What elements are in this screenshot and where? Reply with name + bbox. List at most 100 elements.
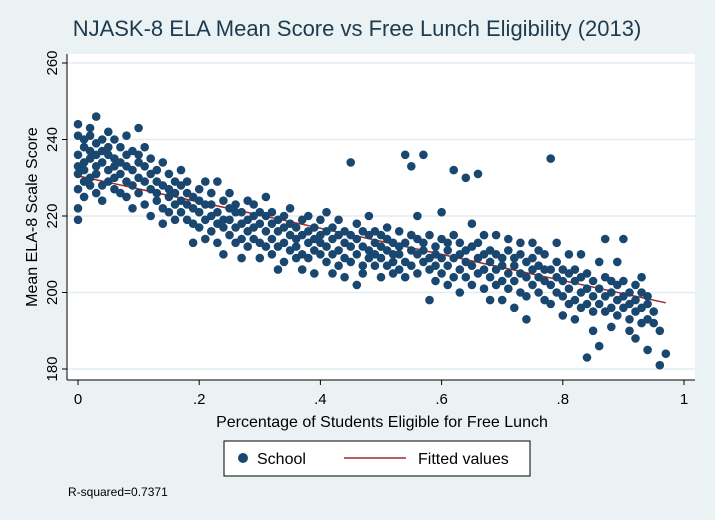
data-point-141 (261, 242, 271, 251)
data-point-194 (340, 272, 349, 282)
data-point-317 (528, 253, 537, 263)
data-point-274 (461, 272, 471, 282)
data-point-246 (419, 238, 428, 248)
data-point-32 (104, 127, 113, 137)
data-point-172 (310, 246, 319, 255)
data-point-259 (443, 246, 453, 255)
data-point-138 (255, 253, 265, 263)
data-point-320 (534, 288, 543, 297)
data-point-173 (310, 223, 319, 232)
data-point-234 (400, 272, 410, 282)
data-point-310 (516, 238, 525, 248)
data-point-139 (261, 227, 271, 236)
data-point-186 (328, 223, 337, 232)
data-point-54 (134, 158, 143, 167)
data-point-202 (352, 219, 362, 228)
data-point-215 (376, 253, 386, 263)
data-point-130 (243, 242, 252, 251)
y-tick-labels: 180 200 220 240 260 (44, 50, 67, 382)
data-point-105 (207, 227, 216, 236)
data-point-99 (201, 177, 210, 186)
data-point-278 (467, 219, 477, 228)
data-point-10 (79, 192, 89, 202)
data-point-179 (322, 242, 331, 251)
data-point-117 (225, 188, 234, 198)
x-tick-label-2: .4 (314, 391, 327, 408)
data-point-242 (413, 211, 422, 221)
data-point-256 (437, 253, 446, 263)
data-point-336 (558, 292, 568, 301)
data-point-313 (522, 292, 531, 301)
data-point-261 (443, 238, 453, 248)
data-point-152 (279, 238, 289, 248)
data-point-64 (146, 184, 155, 194)
data-point-258 (437, 207, 446, 217)
data-point-18 (85, 181, 95, 190)
data-point-150 (273, 265, 283, 274)
data-point-356 (588, 276, 598, 286)
data-point-298 (497, 295, 507, 305)
data-point-252 (431, 261, 440, 271)
data-point-81 (170, 188, 180, 198)
data-point-123 (237, 219, 246, 228)
y-tick-label-2: 220 (44, 203, 61, 228)
data-point-195 (346, 158, 356, 167)
data-point-103 (207, 188, 216, 198)
data-point-357 (588, 307, 598, 316)
legend-label-fitted: Fitted values (418, 451, 509, 468)
data-point-96 (194, 207, 204, 217)
data-point-170 (304, 253, 313, 263)
data-point-383 (631, 295, 640, 305)
data-point-279 (473, 169, 483, 179)
data-point-229 (394, 265, 404, 274)
data-point-291 (491, 265, 501, 274)
data-point-201 (352, 234, 362, 244)
data-point-368 (607, 303, 616, 313)
data-point-293 (491, 280, 501, 290)
x-tick-label-0: 0 (74, 391, 82, 408)
data-point-328 (546, 280, 555, 290)
data-point-185 (328, 269, 337, 278)
data-point-334 (552, 238, 561, 248)
x-tick-label-3: .6 (435, 391, 448, 408)
data-point-83 (176, 165, 186, 175)
data-point-97 (194, 223, 204, 232)
data-point-265 (449, 230, 459, 240)
data-point-109 (213, 207, 222, 217)
data-point-247 (425, 295, 434, 305)
data-point-30 (97, 196, 107, 205)
data-point-162 (291, 242, 301, 251)
data-point-342 (564, 250, 574, 259)
data-point-394 (643, 292, 652, 301)
data-point-238 (407, 230, 416, 240)
data-point-381 (625, 288, 634, 297)
data-point-197 (346, 257, 356, 267)
data-point-327 (546, 154, 555, 163)
data-point-126 (237, 253, 246, 263)
data-point-57 (134, 188, 143, 198)
data-point-240 (413, 269, 422, 278)
data-point-40 (110, 135, 119, 144)
data-point-42 (116, 169, 125, 179)
data-point-16 (85, 173, 95, 183)
data-point-318 (528, 238, 537, 248)
data-point-226 (388, 257, 398, 267)
data-point-70 (152, 196, 162, 205)
data-point-53 (128, 204, 137, 213)
data-point-346 (570, 315, 580, 324)
data-point-14 (85, 123, 95, 133)
x-tick-labels: 0 .2 .4 .6 .8 1 (74, 380, 688, 408)
data-point-366 (600, 234, 610, 244)
data-point-270 (455, 288, 465, 297)
data-point-262 (443, 280, 453, 290)
data-point-354 (582, 269, 592, 278)
data-point-344 (570, 295, 580, 305)
data-point-377 (619, 276, 628, 286)
data-point-285 (479, 284, 489, 294)
data-point-284 (479, 250, 489, 259)
data-point-112 (219, 223, 228, 232)
data-point-67 (152, 165, 162, 175)
data-point-236 (407, 246, 416, 255)
points-group (73, 112, 671, 370)
data-point-303 (510, 261, 519, 271)
